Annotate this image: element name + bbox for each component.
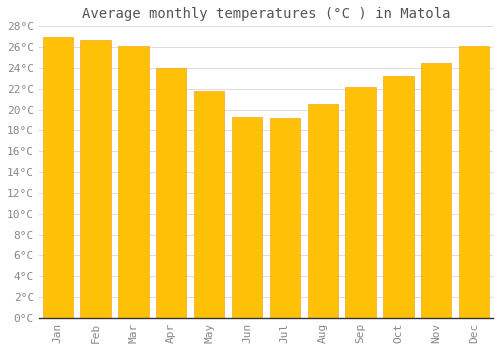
Bar xyxy=(42,37,73,318)
Bar xyxy=(384,76,414,318)
Bar xyxy=(80,40,110,318)
Bar xyxy=(308,104,338,318)
Bar xyxy=(194,91,224,318)
Bar xyxy=(156,68,186,318)
Title: Average monthly temperatures (°C ) in Matola: Average monthly temperatures (°C ) in Ma… xyxy=(82,7,450,21)
Bar xyxy=(459,46,490,318)
Bar xyxy=(232,117,262,318)
Bar xyxy=(270,118,300,318)
Bar xyxy=(346,87,376,318)
Bar xyxy=(118,46,148,318)
Bar xyxy=(421,63,452,318)
